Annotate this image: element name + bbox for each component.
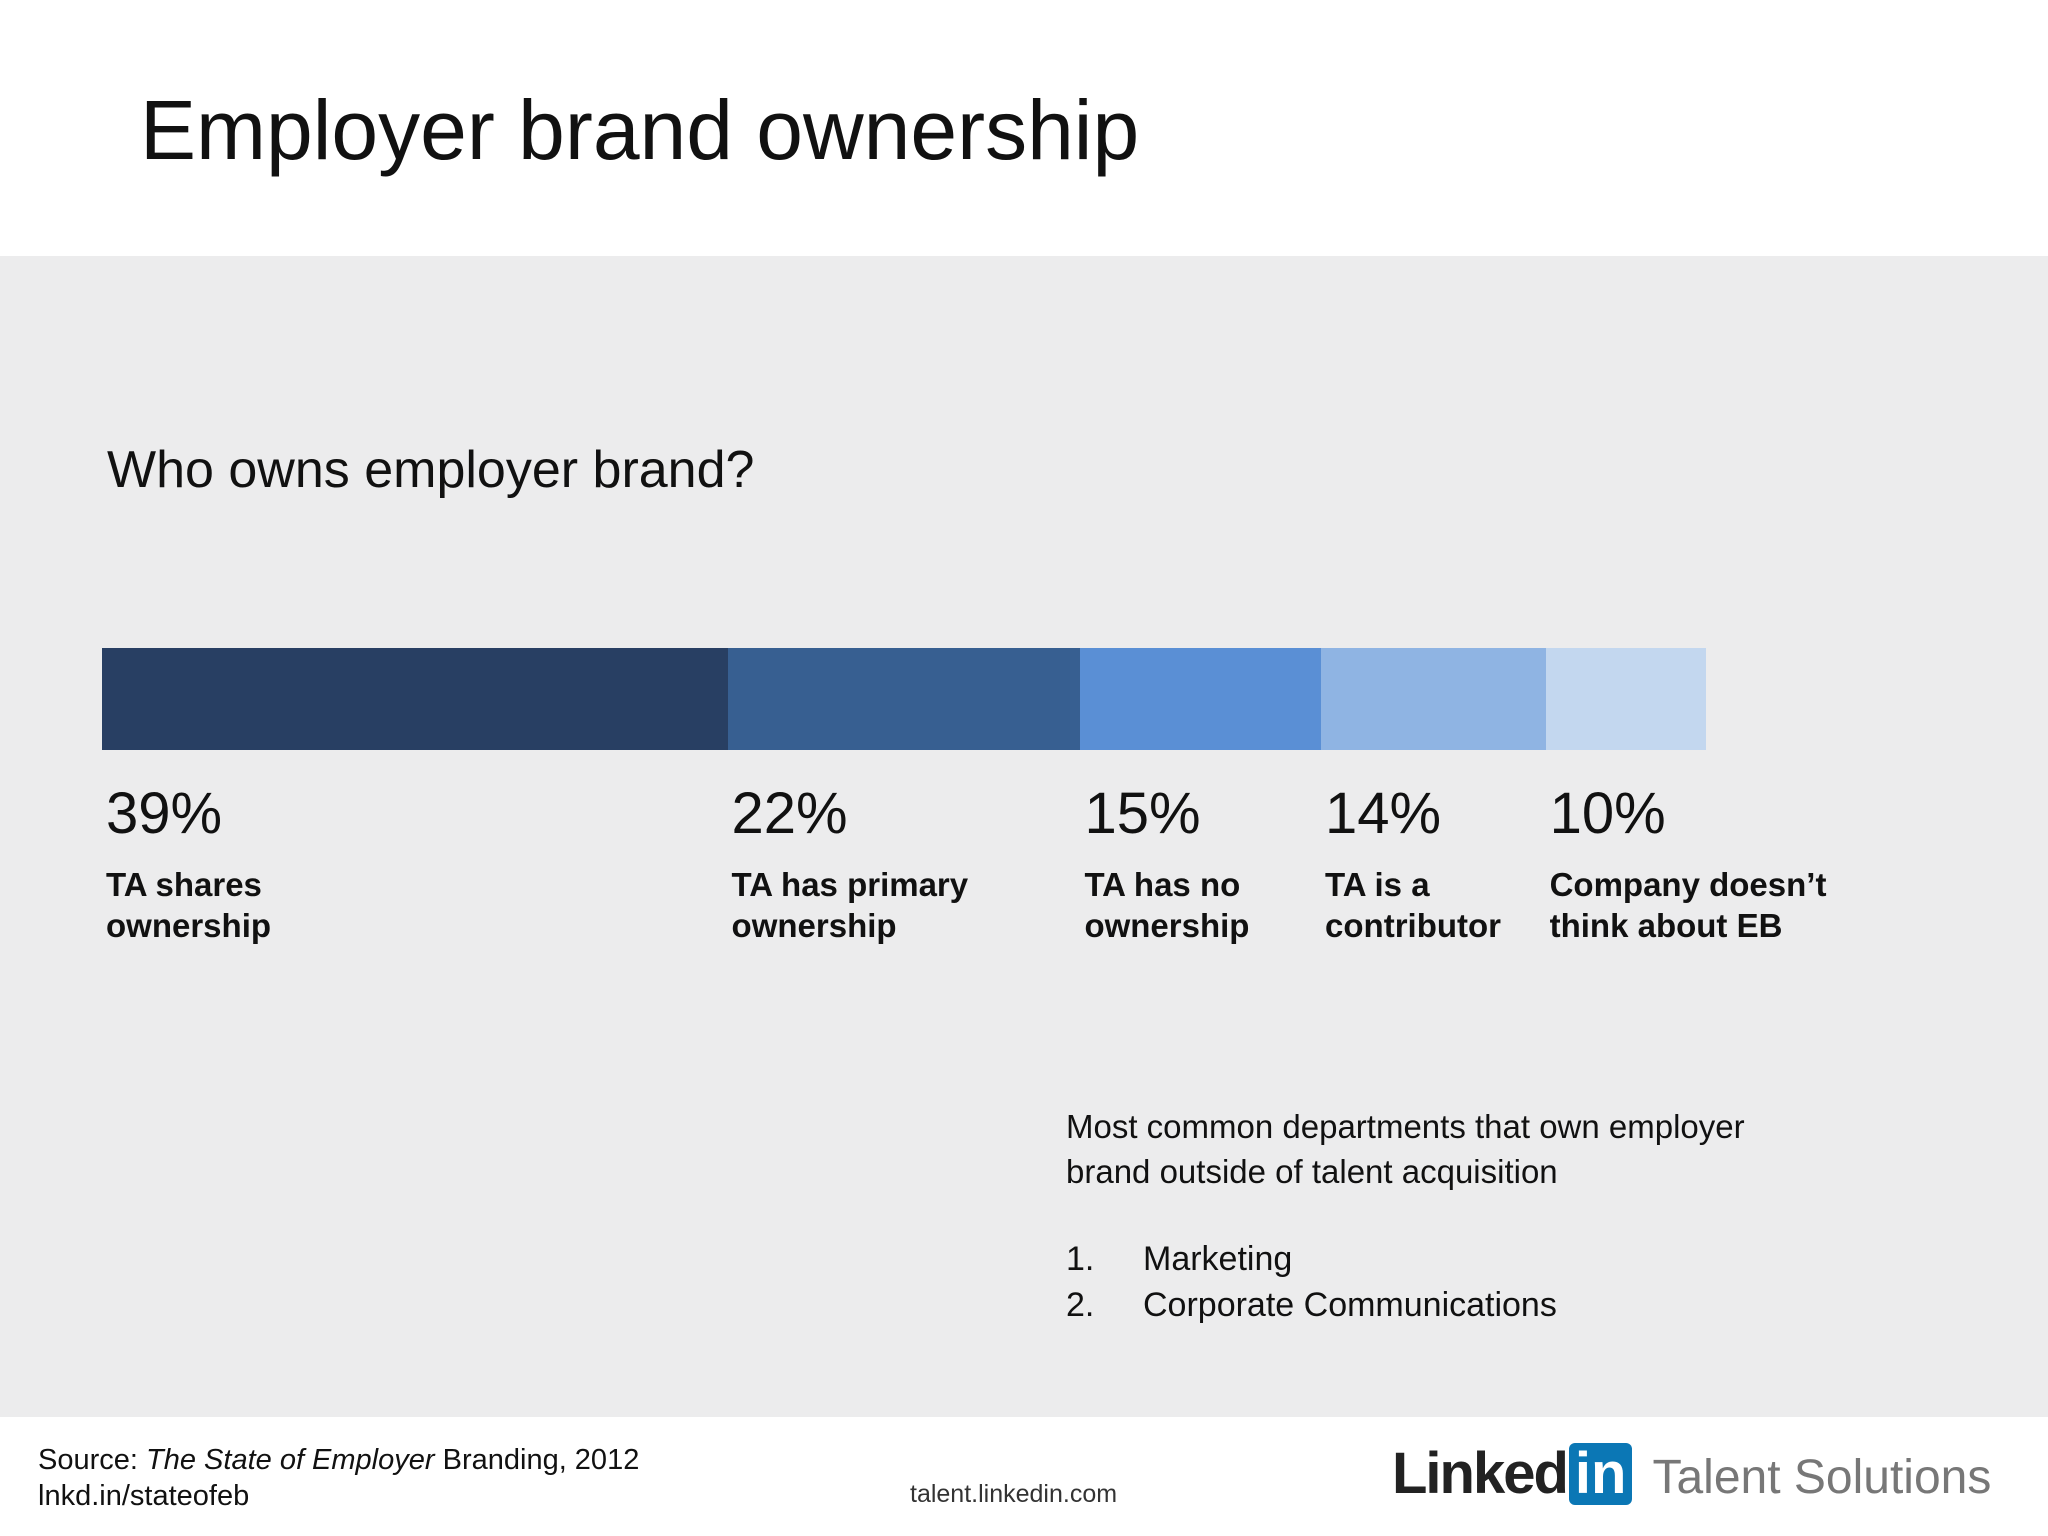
source-title: The State of Employer	[146, 1444, 435, 1476]
value-label: 10%	[1549, 781, 1666, 846]
segment-label: TA shares ownership	[106, 866, 272, 944]
segment-label: Company doesn’t think about EB	[1549, 866, 1827, 944]
bar-segment	[1545, 648, 1706, 750]
source-prefix: Source:	[38, 1444, 138, 1476]
list-number: 2.	[1066, 1286, 1095, 1324]
source-link[interactable]: lnkd.in/stateofeb	[38, 1480, 250, 1512]
logo-text: Linked	[1392, 1441, 1569, 1506]
value-label: 22%	[731, 781, 848, 846]
value-label: 39%	[106, 781, 223, 846]
bar-segment	[1321, 648, 1546, 750]
bar-segment	[102, 648, 728, 750]
bar-segment	[727, 648, 1081, 750]
logo-box: in	[1568, 1443, 1633, 1505]
segment-label: TA has primary ownership	[731, 866, 969, 944]
logo-product: Talent Solutions	[1652, 1451, 1992, 1504]
source-suffix: Branding, 2012	[442, 1444, 640, 1476]
chart-subtitle: Who owns employer brand?	[107, 441, 755, 499]
content-panel	[0, 256, 2048, 1417]
source: Source: The State of Employer Branding, …	[38, 1444, 639, 1477]
list-item: Marketing	[1143, 1240, 1293, 1278]
value-label: 15%	[1084, 781, 1201, 846]
note: Most common departments that own employe…	[1066, 1108, 1745, 1190]
list-number: 1.	[1066, 1240, 1095, 1278]
list-item: Corporate Communications	[1143, 1286, 1557, 1324]
footer-url[interactable]: talent.linkedin.com	[910, 1480, 1118, 1508]
logo: Linked in Talent Solutions	[1392, 1440, 1991, 1510]
segment-label: TA is a contributor	[1325, 866, 1502, 944]
slide-title: Employer brand ownership	[140, 83, 1140, 177]
bar-segment	[1080, 648, 1322, 750]
segment-label: TA has no ownership	[1084, 866, 1250, 944]
value-label: 14%	[1325, 781, 1442, 846]
